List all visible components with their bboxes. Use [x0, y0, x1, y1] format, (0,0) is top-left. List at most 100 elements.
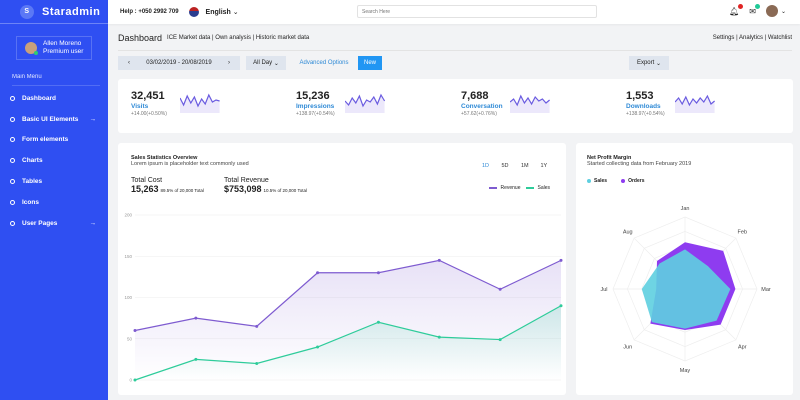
- topbar: Help : +050 2992 709 English ⌄ 🔔︎ ✉︎ ⌄: [108, 0, 800, 24]
- stat-label: Visits: [131, 103, 149, 110]
- header-links[interactable]: ICE Market data | Own analysis | Histori…: [167, 35, 310, 41]
- profile-menu[interactable]: ⌄: [765, 5, 786, 17]
- date-range-picker[interactable]: ‹ 03/02/2019 - 20/08/2019 ›: [118, 56, 240, 70]
- sidebar-item-basic-ui-elements[interactable]: Basic UI Elements →: [0, 109, 108, 130]
- search-input[interactable]: [357, 5, 597, 18]
- user-profile[interactable]: Allen Moreno Premium user: [16, 36, 92, 60]
- stats-card: 32,451 Visits +14.00(+0.50%) 15,236 Impress…: [118, 79, 793, 133]
- stat-label: Downloads: [626, 103, 661, 110]
- radar-legend: Sales Orders: [587, 178, 644, 184]
- total-revenue-note: 10.5% of 20,000 Total: [263, 188, 307, 193]
- stat-downloads: 1,553 Downloads +138.97(+0.54%): [626, 90, 665, 117]
- radar-axis-label: May: [680, 368, 691, 374]
- total-revenue-value: $753,098: [224, 184, 262, 194]
- stat-value: 32,451: [131, 90, 165, 102]
- sidebar-item-icons[interactable]: Icons: [0, 192, 108, 213]
- sales-radar-area: [641, 249, 731, 329]
- page-header: Dashboard ICE Market data | Own analysis…: [118, 33, 792, 43]
- y-tick-label: 200: [124, 213, 132, 218]
- stat-label: Conversation: [461, 103, 503, 110]
- total-cost-value: 15,263: [131, 184, 159, 194]
- total-cost-label: Total Cost: [131, 177, 163, 184]
- radar-axis-label: Mar: [761, 287, 771, 293]
- sidebar-item-user-pages[interactable]: User Pages →: [0, 213, 108, 234]
- range-1y[interactable]: 1Y: [540, 163, 548, 169]
- avatar: [765, 5, 778, 17]
- period-dropdown[interactable]: All Day ⌄: [246, 56, 286, 70]
- sales-point[interactable]: [255, 362, 259, 365]
- sales-point[interactable]: [194, 357, 198, 361]
- legend-sales: Sales: [526, 185, 550, 191]
- revenue-point[interactable]: [133, 329, 137, 332]
- arrow-right-icon: →: [89, 115, 97, 123]
- revenue-point[interactable]: [376, 271, 380, 275]
- bell-icon[interactable]: 🔔︎: [729, 3, 744, 16]
- stat-impressions: 15,236 Impressions +138.97(+0.54%): [296, 90, 335, 117]
- language-dropdown[interactable]: English ⌄: [205, 9, 239, 16]
- range-5d[interactable]: 5D: [501, 163, 509, 169]
- legend-orders: Orders: [621, 178, 644, 184]
- revenue-line: [134, 259, 562, 332]
- mail-icon[interactable]: ✉︎: [749, 3, 760, 16]
- export-dropdown[interactable]: Export ⌄: [629, 56, 669, 70]
- revenue-point[interactable]: [316, 271, 320, 275]
- stat-change: +57.62(+0.76%): [461, 111, 497, 117]
- revenue-point[interactable]: [559, 258, 563, 262]
- sidebar-item-dashboard[interactable]: Dashboard: [0, 88, 108, 109]
- stat-value: 1,553: [626, 90, 654, 102]
- sidebar-item-tables[interactable]: Tables: [0, 171, 108, 192]
- us-flag-icon: [188, 7, 199, 17]
- sales-statistics-card: Sales Statistics Overview Lorem ipsum is…: [118, 143, 566, 395]
- radar-axis-label: Apr: [738, 344, 747, 350]
- prev-icon[interactable]: ‹: [128, 60, 130, 66]
- circle-icon: [10, 116, 15, 122]
- circle-icon: [10, 95, 15, 101]
- sales-point[interactable]: [498, 338, 502, 342]
- chevron-down-icon: ⌄: [780, 8, 786, 15]
- range-1d[interactable]: 1D: [482, 163, 490, 169]
- radar-axis-label: Jul: [600, 287, 607, 293]
- card-subtitle: Lorem ipsum is placeholder text commonly…: [131, 161, 249, 167]
- revenue-point[interactable]: [498, 287, 502, 291]
- brand-logo: S: [20, 4, 34, 19]
- range-1m[interactable]: 1M: [521, 163, 529, 169]
- y-tick-label: 50: [127, 336, 133, 341]
- stat-change: +14.00(+0.50%): [131, 111, 167, 117]
- net-profit-radar-chart: Jan Feb Mar Apr May Jun Jul Aug: [600, 206, 771, 374]
- advanced-options-link[interactable]: Advanced Options: [299, 60, 349, 66]
- revenue-point[interactable]: [194, 316, 198, 320]
- sidebar: S Staradmin Allen Moreno Premium user Main…: [0, 0, 108, 400]
- sales-point[interactable]: [133, 378, 137, 382]
- total-cost-note: 89.5% of 20,000 Total: [160, 188, 204, 193]
- stat-visits: 32,451 Visits +14.00(+0.50%): [131, 90, 167, 117]
- circle-icon: [10, 158, 15, 164]
- revenue-point[interactable]: [255, 324, 259, 328]
- sparkline: [180, 93, 220, 113]
- help-phone: Help : +050 2992 709: [120, 9, 179, 15]
- stat-conversation: 7,688 Conversation +57.62(+0.76%): [461, 90, 503, 117]
- sales-point[interactable]: [316, 345, 320, 349]
- new-button[interactable]: New: [358, 56, 382, 70]
- sales-point[interactable]: [559, 304, 563, 308]
- avatar: [25, 42, 38, 55]
- stat-value: 7,688: [461, 90, 489, 102]
- sidebar-item-charts[interactable]: Charts: [0, 150, 108, 171]
- divider: [118, 50, 792, 51]
- sparkline: [510, 94, 550, 113]
- sales-point[interactable]: [437, 335, 441, 339]
- circle-icon: [10, 179, 15, 185]
- y-tick-label: 100: [124, 295, 132, 300]
- sidebar-item-form-elements[interactable]: Form elements: [0, 130, 108, 151]
- line-legend: Revenue Sales: [489, 185, 550, 191]
- stat-label: Impressions: [296, 103, 335, 110]
- sales-point[interactable]: [376, 320, 380, 324]
- card-title: Sales Statistics Overview: [131, 155, 198, 161]
- radar-axis-label: Jun: [623, 344, 632, 350]
- sales-line-chart: 0 50 100 150 200: [124, 213, 563, 383]
- revenue-point[interactable]: [437, 258, 441, 262]
- next-icon[interactable]: ›: [227, 60, 230, 66]
- legend-revenue: Revenue: [489, 185, 520, 191]
- brand[interactable]: S Staradmin: [0, 0, 108, 24]
- header-right-links[interactable]: Settings | Analytics | Watchlist: [712, 35, 792, 41]
- stat-change: +138.97(+0.54%): [626, 111, 665, 117]
